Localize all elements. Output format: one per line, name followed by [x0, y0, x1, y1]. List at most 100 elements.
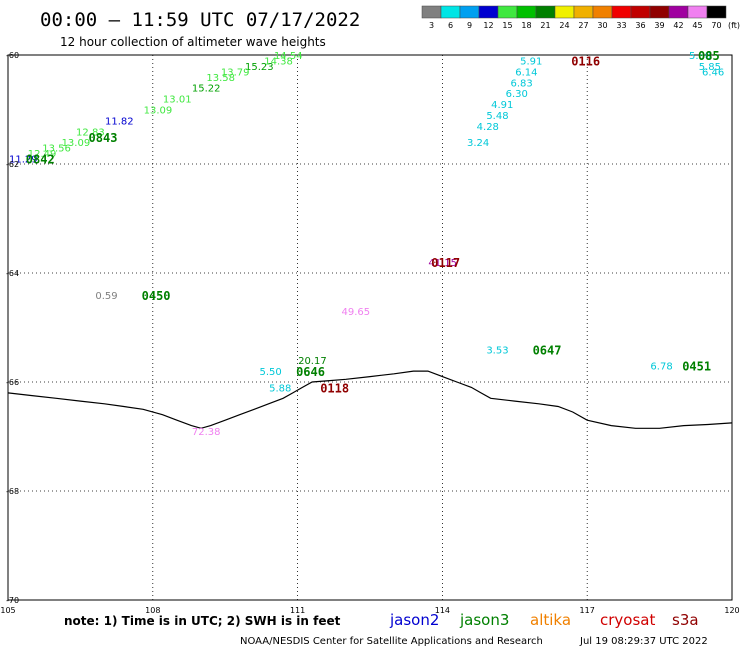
colorbar-swatch	[706, 5, 727, 19]
pass-time-label: 0451	[682, 360, 711, 374]
swh-value: 13.79	[221, 67, 250, 78]
colorbar-tick-label: 30	[597, 21, 607, 30]
colorbar-tick-label: 21	[540, 21, 550, 30]
colorbar-tick-label: 6	[448, 21, 453, 30]
colorbar-swatch	[592, 5, 613, 19]
map-title: 00:00 – 11:59 UTC 07/17/2022	[40, 9, 360, 31]
swh-value: 72.38	[192, 427, 221, 438]
swh-value: 6.78	[650, 362, 672, 373]
swh-value: 13.56	[42, 144, 71, 155]
y-tick-label: -68	[6, 487, 19, 496]
swh-value: 15.23	[245, 62, 274, 73]
swh-value: 12.49	[28, 149, 57, 160]
swh-value: 41.15	[428, 258, 457, 269]
pass-time-label: 0647	[533, 343, 562, 357]
y-tick-label: -66	[6, 378, 19, 387]
x-tick-label: 120	[724, 606, 739, 615]
swh-value: 6.30	[506, 89, 528, 100]
time-label-layer: 0116 085 0842 0843 0117 0450 0647 0451 0646 0118	[26, 49, 720, 395]
swh-value: 6.83	[510, 78, 532, 89]
pass-time-label: 0117	[431, 256, 460, 270]
swh-value: 14.38	[264, 56, 293, 67]
x-axis-tick-labels: 105 108 111 114 117 120	[0, 606, 739, 615]
pass-time-label: 0843	[89, 131, 118, 145]
swh-value: 5.48	[486, 111, 508, 122]
swh-value: 13.58	[206, 73, 235, 84]
legend-cryosat: cryosat	[600, 611, 655, 629]
colorbar-swatch	[440, 5, 461, 19]
x-tick-label: 105	[0, 606, 15, 615]
y-tick-label: -64	[6, 269, 19, 278]
colorbar-swatch	[497, 5, 518, 19]
x-tick-label: 108	[145, 606, 160, 615]
swh-value: 13.01	[163, 95, 192, 106]
colorbar-swatch	[421, 5, 442, 19]
swh-value: 13.09	[144, 106, 173, 117]
y-tick-label: -62	[6, 160, 19, 169]
colorbar-tick-label: 12	[483, 21, 493, 30]
colorbar-swatch	[573, 5, 594, 19]
colorbar-swatch	[516, 5, 537, 19]
colorbar-tick-label: 3	[429, 21, 434, 30]
map-frame	[7, 54, 733, 601]
colorbar-swatch	[535, 5, 556, 19]
colorbar-swatch	[649, 5, 670, 19]
colorbar-unit-label: (ft)	[728, 21, 740, 30]
swh-value: 14.54	[274, 51, 303, 62]
legend-jason2: jason2	[389, 611, 439, 629]
swh-value: 5.88	[269, 383, 291, 394]
colorbar-tick-label: 27	[578, 21, 588, 30]
swh-value: 6.46	[702, 67, 724, 78]
satellite-legend: jason2 jason3 altika cryosat s3a	[389, 611, 699, 629]
swh-value: 5.50	[259, 367, 281, 378]
x-tick-label: 111	[290, 606, 305, 615]
swh-value: 4.28	[477, 122, 499, 133]
colorbar-tick-label: 24	[559, 21, 569, 30]
pass-time-label: 0118	[320, 381, 349, 395]
colorbar-tick-label: 9	[467, 21, 472, 30]
swh-value: 12.83	[76, 127, 105, 138]
swh-value: 49.65	[342, 307, 371, 318]
pass-time-label: 0116	[571, 54, 600, 68]
swh-value: 15.22	[192, 84, 221, 95]
colorbar-tick-label: 33	[616, 21, 626, 30]
colorbar-tick-label: 45	[692, 21, 702, 30]
colorbar-tick-label: 42	[673, 21, 683, 30]
generated-timestamp: Jul 19 08:29:37 UTC 2022	[579, 636, 708, 647]
pass-time-label: 085	[698, 49, 720, 63]
swh-value: 20.17	[298, 356, 327, 367]
swh-value: 6.14	[515, 67, 537, 78]
swh-value: 11.29	[9, 155, 38, 166]
y-tick-label: -60	[6, 51, 19, 60]
colorbar-tick-label: 15	[502, 21, 512, 30]
swh-value: 3.53	[486, 345, 508, 356]
swh-value: 11.82	[105, 116, 134, 127]
colorbar-tick-label: 18	[521, 21, 531, 30]
swh-value: 13.09	[62, 138, 91, 149]
legend-jason3: jason3	[459, 611, 509, 629]
legend-s3a: s3a	[672, 611, 699, 629]
pass-time-label: 0450	[142, 289, 171, 303]
swh-value: 0.59	[95, 291, 117, 302]
colorbar-legend: 3 6 9 12 15 18 21 24 27 30 33 36 39 42 45 70 (ft)	[421, 5, 740, 30]
graticule-grid	[8, 55, 732, 600]
colorbar-tick-label: 39	[654, 21, 664, 30]
colorbar-swatch	[611, 5, 632, 19]
pass-time-label: 0842	[26, 153, 55, 167]
y-axis-tick-labels: -60 -62 -64 -66 -68 -70	[6, 51, 19, 605]
observation-layer: 14.5414.3815.2313.7913.5815.2213.0113.09…	[9, 51, 724, 438]
colorbar-swatch	[459, 5, 480, 19]
units-note: note: 1) Time is in UTC; 2) SWH is in fe…	[64, 614, 341, 628]
colorbar-tick-label: 36	[635, 21, 645, 30]
legend-altika: altika	[530, 611, 571, 629]
swh-value: 5.91	[520, 56, 542, 67]
colorbar-swatch	[668, 5, 689, 19]
credit-line: NOAA/NESDIS Center for Satellite Applica…	[240, 636, 543, 647]
x-tick-label: 114	[435, 606, 450, 615]
colorbar-swatch	[687, 5, 708, 19]
colorbar-swatch	[630, 5, 651, 19]
swh-value: 5.88	[689, 51, 711, 62]
y-tick-label: -70	[6, 596, 19, 605]
